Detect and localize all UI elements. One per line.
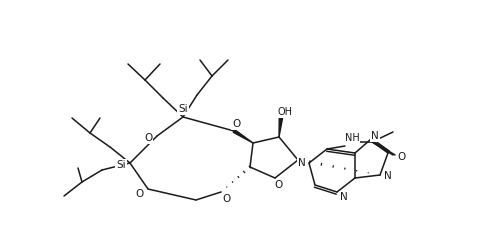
Text: O: O [397,152,405,162]
Text: O: O [135,189,143,199]
Text: O: O [144,133,152,143]
Text: O: O [222,194,230,204]
Text: O: O [232,119,240,129]
Polygon shape [279,117,283,137]
Polygon shape [233,130,253,143]
Text: N: N [340,192,348,202]
Text: N: N [384,171,392,181]
Text: N: N [298,158,306,168]
Text: O: O [274,180,282,190]
Text: OH: OH [277,107,293,117]
Text: NH: NH [344,133,359,143]
Text: Si: Si [178,104,188,114]
Text: N: N [371,131,379,141]
Text: Si: Si [116,160,126,170]
